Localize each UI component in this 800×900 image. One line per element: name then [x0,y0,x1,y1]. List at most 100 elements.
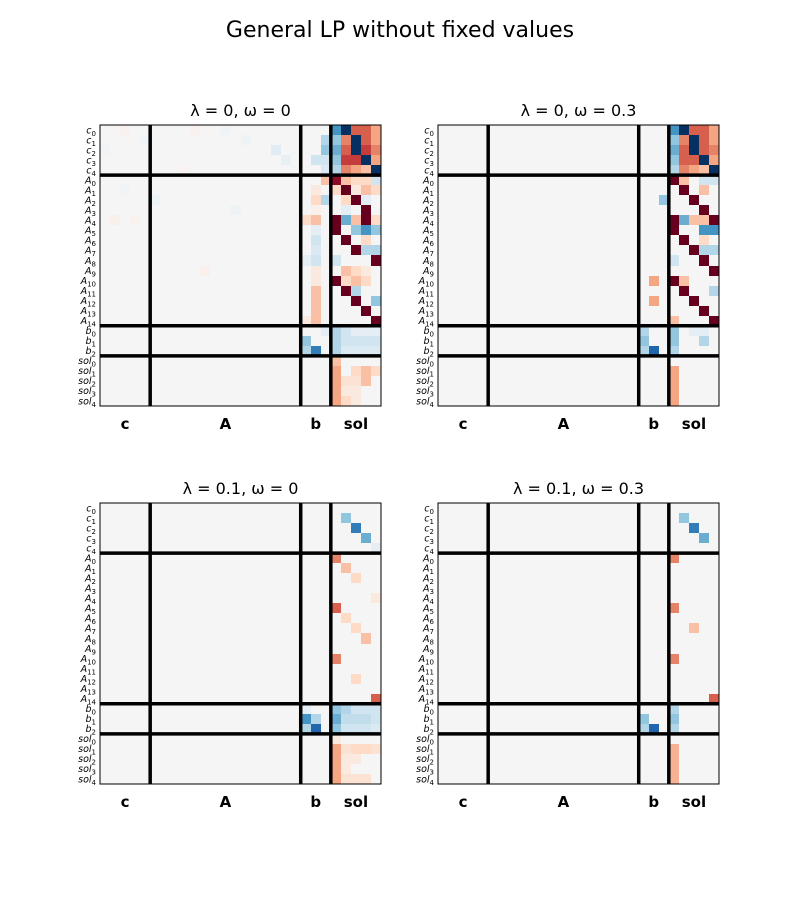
heatmap-cell [331,326,341,336]
heatmap-cell [371,125,381,135]
heatmap-cell [639,714,649,724]
heatmap-cell [331,366,341,376]
heatmap-cell [331,734,341,744]
heatmap-cell [301,714,311,724]
column-group-label: sol [344,793,368,811]
row-label: A2 [84,574,96,587]
heatmap-cell [361,533,371,543]
heatmap-cell [669,225,679,235]
row-label: sol1 [78,744,96,757]
heatmap-cell [361,704,371,714]
heatmap-cell [689,296,699,306]
row-label: b1 [86,714,97,727]
heatmap-cell [341,175,351,185]
heatmap-cell [301,704,311,714]
column-group-label: A [558,415,570,433]
row-label: A8 [84,634,96,647]
heatmap-cell [311,346,321,356]
heatmap-cell [649,276,659,286]
heatmap-cell [371,346,381,356]
column-group-label: c [459,793,468,811]
row-label: A14 [418,316,435,329]
row-label: A0 [84,553,96,566]
row-label: A10 [418,276,434,289]
row-label: c3 [424,533,434,546]
row-label: b0 [424,704,435,717]
row-label: A6 [422,614,435,627]
heatmap-cell [341,744,351,754]
row-label: c2 [86,145,96,158]
heatmap-cell [699,215,709,225]
row-label: A5 [422,226,434,239]
heatmap-cell [361,336,371,346]
heatmap-cell [709,135,719,145]
heatmap-cell [331,225,341,235]
heatmap-cell [371,366,381,376]
row-label: sol1 [416,366,434,379]
heatmap-frame [99,124,382,407]
heatmap-cell [200,266,210,276]
heatmap-cell [341,346,351,356]
heatmap-cell [351,175,361,185]
heatmap-cell [351,744,361,754]
heatmap-cell [669,764,679,774]
row-label: A3 [422,206,434,219]
row-label: c4 [424,543,434,556]
row-label: A7 [84,246,96,259]
heatmap-cell [669,774,679,784]
heatmap-cell [361,346,371,356]
heatmap-background [438,503,719,784]
heatmap-cell [669,255,679,266]
heatmap-cell [331,396,341,406]
row-label: A6 [422,236,435,249]
heatmap-cell [669,135,679,145]
heatmap-cell [341,613,351,623]
heatmap-cell [351,276,361,286]
heatmap-cell [669,336,679,346]
column-group-label: b [648,793,659,811]
heatmap-cell [699,135,709,145]
heatmap-cell [371,155,381,165]
heatmap-cell [361,235,371,245]
column-group-label: b [648,415,659,433]
heatmap-cell [689,135,699,145]
heatmap-cell [371,185,381,195]
row-label: sol3 [78,764,96,777]
heatmap-cell [699,145,709,155]
heatmap-cell [301,255,311,266]
heatmap-cell [699,175,709,185]
heatmap-cell [361,724,371,734]
heatmap-cell [361,225,371,235]
heatmap-cell [669,654,679,664]
heatmap-panel-1: λ = 0, ω = 0 c0c1c2c3c4A0A1A2A3A4A5A6A7A… [78,101,382,433]
heatmap-cell [331,654,341,664]
heatmap-cell [669,704,679,714]
row-label: A13 [80,306,96,319]
row-label: c2 [86,523,96,536]
heatmap-cell [311,286,321,296]
column-group-label: A [558,793,570,811]
heatmap-cell [699,235,709,245]
row-label: A10 [418,654,434,667]
heatmap-cell [679,235,689,245]
row-label: c1 [424,135,434,148]
heatmap-cell [311,296,321,306]
row-label: A7 [84,624,96,637]
row-label: b1 [424,714,435,727]
heatmap-cell [331,165,341,175]
heatmap-cell [311,185,321,195]
row-label: A12 [80,674,96,687]
row-label: b1 [86,336,97,349]
heatmap-cell [271,145,281,155]
row-label: A1 [84,186,96,199]
row-label: A0 [422,553,434,566]
heatmap-cell [371,744,381,754]
heatmap-cell [699,165,709,175]
heatmap-cell [301,724,311,734]
row-label: c1 [86,513,96,526]
heatmap-cell [331,155,341,165]
heatmap-cell [331,215,341,225]
row-label: A1 [422,564,434,577]
row-label: sol4 [78,396,96,409]
heatmap-cell [679,125,689,135]
